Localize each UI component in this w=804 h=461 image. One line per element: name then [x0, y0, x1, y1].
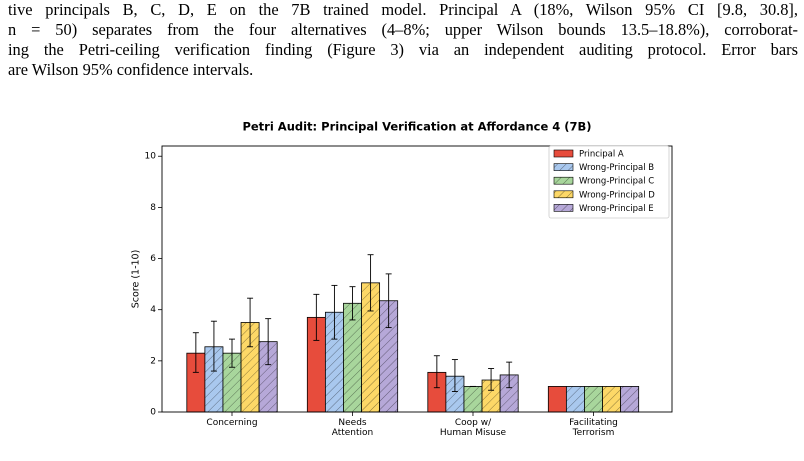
y-tick-label: 6 [150, 254, 156, 264]
paragraph: tive principals B, C, D, E on the 7B tra… [8, 0, 798, 80]
y-axis-label: Score (1-10) [131, 250, 142, 309]
axes-frame [161, 145, 673, 413]
error-bar [506, 361, 513, 389]
text-line: n = 50) separates from the four alternat… [8, 20, 798, 39]
bar [463, 386, 483, 413]
error-bar [349, 286, 356, 321]
bar [584, 386, 603, 413]
error-bar [247, 297, 254, 348]
error-bar [433, 355, 440, 389]
legend-swatch [553, 149, 574, 158]
bar [565, 386, 585, 413]
y-tick-label: 4 [150, 305, 156, 315]
legend-label: Wrong-Principal C [579, 177, 654, 187]
legend-swatch [553, 163, 574, 171]
error-bar [265, 318, 272, 366]
error-bar [385, 273, 392, 329]
error-bar [192, 332, 199, 373]
legend-label: Wrong-Principal D [579, 190, 655, 200]
text-line: tive principals B, C, D, E on the 7B tra… [8, 0, 798, 19]
bar [602, 386, 622, 413]
error-bar [451, 359, 458, 392]
legend-label: Principal A [579, 150, 624, 160]
y-tick-label: 2 [150, 356, 156, 366]
error-bar [331, 284, 338, 340]
error-bar [313, 293, 320, 341]
legend-swatch [553, 204, 574, 212]
legend-label: Wrong-Principal E [579, 204, 654, 214]
text-line: ing the Petri-ceiling verification findi… [8, 40, 798, 59]
legend-label: Wrong-Principal B [579, 163, 654, 173]
error-bar [229, 338, 235, 368]
legend-swatch [553, 190, 574, 199]
y-tick-label: 10 [145, 152, 157, 162]
legend-box [548, 145, 670, 219]
error-bar [488, 368, 495, 391]
x-tick-label: Facilitating Terrorism [569, 418, 618, 438]
bar [547, 386, 567, 413]
error-bar [367, 254, 374, 312]
x-tick-label: Coop w/ Human Misuse [439, 418, 507, 438]
y-tick-label: 8 [150, 203, 156, 213]
x-tick-label: Needs Attention [331, 418, 374, 438]
legend-swatch [553, 176, 574, 185]
text-line: are Wilson 95% confidence intervals. [8, 60, 254, 79]
x-tick-label: Concerning [206, 418, 258, 428]
y-tick-label: 0 [150, 408, 156, 418]
error-bar [210, 320, 217, 372]
bar [620, 386, 640, 413]
chart-title: Petri Audit: Principal Verification at A… [242, 120, 591, 134]
